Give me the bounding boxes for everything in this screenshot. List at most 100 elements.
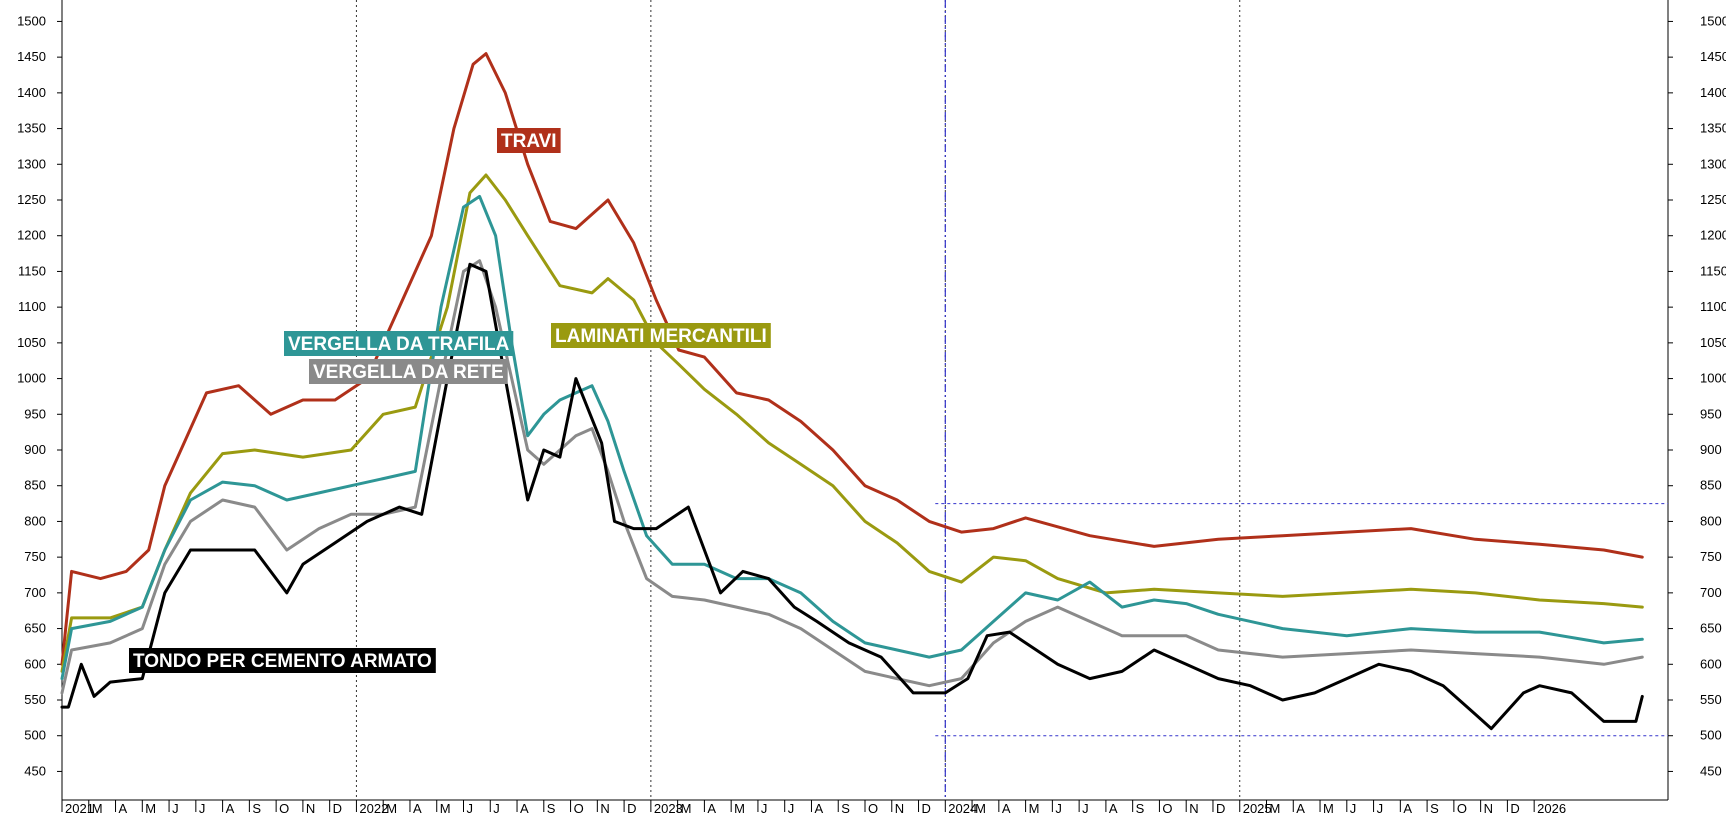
series-label-box (309, 359, 508, 384)
series-label-box (284, 331, 514, 356)
x-tick-label: N (306, 801, 315, 816)
x-tick-label: 2023 (654, 801, 683, 816)
y-tick-label-left: 650 (24, 621, 46, 636)
x-tick-label: 2022 (359, 801, 388, 816)
y-tick-label-right: 450 (1700, 763, 1722, 778)
y-tick-label-left: 850 (24, 478, 46, 493)
x-tick-label: S (1430, 801, 1439, 816)
x-tick-label: A (119, 801, 128, 816)
x-tick-label: A (1296, 801, 1305, 816)
x-tick-label: 2026 (1537, 801, 1566, 816)
y-tick-label-right: 1400 (1700, 85, 1726, 100)
x-tick-label: A (413, 801, 422, 816)
x-tick-label: J (493, 801, 500, 816)
x-tick-label: A (1109, 801, 1118, 816)
x-tick-label: J (761, 801, 768, 816)
x-tick-label: M (1270, 801, 1281, 816)
y-tick-label-left: 750 (24, 549, 46, 564)
series-label-laminati: LAMINATI MERCANTILI (551, 323, 771, 348)
series-label-text: LAMINATI MERCANTILI (555, 326, 767, 347)
y-tick-label-left: 900 (24, 442, 46, 457)
y-tick-label-left: 1000 (17, 371, 46, 386)
chart-axes: 450 450 500 500 550 550 600 600 650 650 700 700 750 7… (17, 0, 1726, 816)
x-tick-label: D (627, 801, 636, 816)
y-tick-label-left: 600 (24, 656, 46, 671)
series-label-tondo: TONDO PER CEMENTO ARMATO (129, 648, 436, 673)
x-tick-label: J (1055, 801, 1062, 816)
x-tick-label: S (252, 801, 261, 816)
series-label-text: VERGELLA DA RETE (313, 362, 504, 383)
x-tick-label: M (440, 801, 451, 816)
x-tick-label: J (788, 801, 795, 816)
x-tick-label: J (199, 801, 206, 816)
y-tick-label-left: 800 (24, 513, 46, 528)
x-tick-label: A (707, 801, 716, 816)
x-tick-label: J (1377, 801, 1384, 816)
y-tick-label-right: 1150 (1700, 263, 1726, 278)
y-tick-label-right: 950 (1700, 406, 1722, 421)
y-tick-label-right: 500 (1700, 728, 1722, 743)
y-tick-label-right: 1450 (1700, 49, 1726, 64)
x-tick-label: J (1350, 801, 1357, 816)
y-tick-label-right: 1050 (1700, 335, 1726, 350)
x-tick-label: D (922, 801, 931, 816)
y-tick-label-left: 700 (24, 585, 46, 600)
x-tick-label: O (868, 801, 878, 816)
series-label-text: TRAVI (501, 131, 557, 152)
reference-lines (935, 0, 1668, 800)
y-tick-label-right: 1100 (1700, 299, 1726, 314)
y-tick-label-left: 1500 (17, 13, 46, 28)
x-tick-label: M (1029, 801, 1040, 816)
series-lines (60, 52, 1644, 731)
x-tick-label: N (600, 801, 609, 816)
x-tick-label: M (681, 801, 692, 816)
y-tick-label-right: 1300 (1700, 156, 1726, 171)
y-tick-label-left: 1050 (17, 335, 46, 350)
y-tick-label-right: 1250 (1700, 192, 1726, 207)
y-tick-label-left: 1350 (17, 121, 46, 136)
y-tick-label-right: 550 (1700, 692, 1722, 707)
x-tick-label: N (1189, 801, 1198, 816)
x-tick-label: J (1082, 801, 1089, 816)
series-line-laminati (60, 173, 1644, 673)
y-tick-label-right: 850 (1700, 478, 1722, 493)
series-label-text: VERGELLA DA TRAFILA (288, 334, 510, 355)
x-tick-label: J (172, 801, 179, 816)
x-tick-label: O (1457, 801, 1467, 816)
chart-grid (355, 0, 1241, 800)
y-tick-label-left: 1400 (17, 85, 46, 100)
x-tick-label: 2024 (948, 801, 977, 816)
x-tick-label: M (1323, 801, 1334, 816)
y-tick-label-right: 1350 (1700, 121, 1726, 136)
x-tick-label: J (467, 801, 474, 816)
x-tick-label: N (1484, 801, 1493, 816)
x-tick-label: A (1403, 801, 1412, 816)
y-tick-label-right: 1500 (1700, 13, 1726, 28)
y-tick-label-left: 550 (24, 692, 46, 707)
y-tick-label-left: 1300 (17, 156, 46, 171)
y-tick-label-right: 700 (1700, 585, 1722, 600)
x-tick-label: 2025 (1243, 801, 1272, 816)
series-label-vergella-trafila: VERGELLA DA TRAFILA (284, 331, 514, 356)
x-tick-label: M (975, 801, 986, 816)
y-tick-label-right: 900 (1700, 442, 1722, 457)
x-tick-label: M (145, 801, 156, 816)
y-tick-label-left: 1450 (17, 49, 46, 64)
y-tick-label-left: 1150 (18, 263, 46, 278)
y-tick-label-left: 500 (24, 728, 46, 743)
series-label-box (129, 648, 436, 673)
y-tick-label-left: 1200 (17, 228, 46, 243)
x-tick-label: A (520, 801, 529, 816)
y-tick-label-left: 1100 (18, 299, 46, 314)
x-tick-label: S (547, 801, 556, 816)
y-tick-label-left: 950 (24, 406, 46, 421)
series-label-box (497, 128, 561, 153)
series-label-travi: TRAVI (497, 128, 561, 153)
series-label-vergella-rete: VERGELLA DA RETE (309, 359, 508, 384)
y-tick-label-right: 600 (1700, 656, 1722, 671)
x-tick-label: D (333, 801, 342, 816)
series-label-box (551, 323, 771, 348)
series-line-travi (60, 52, 1644, 666)
x-tick-label: A (1002, 801, 1011, 816)
